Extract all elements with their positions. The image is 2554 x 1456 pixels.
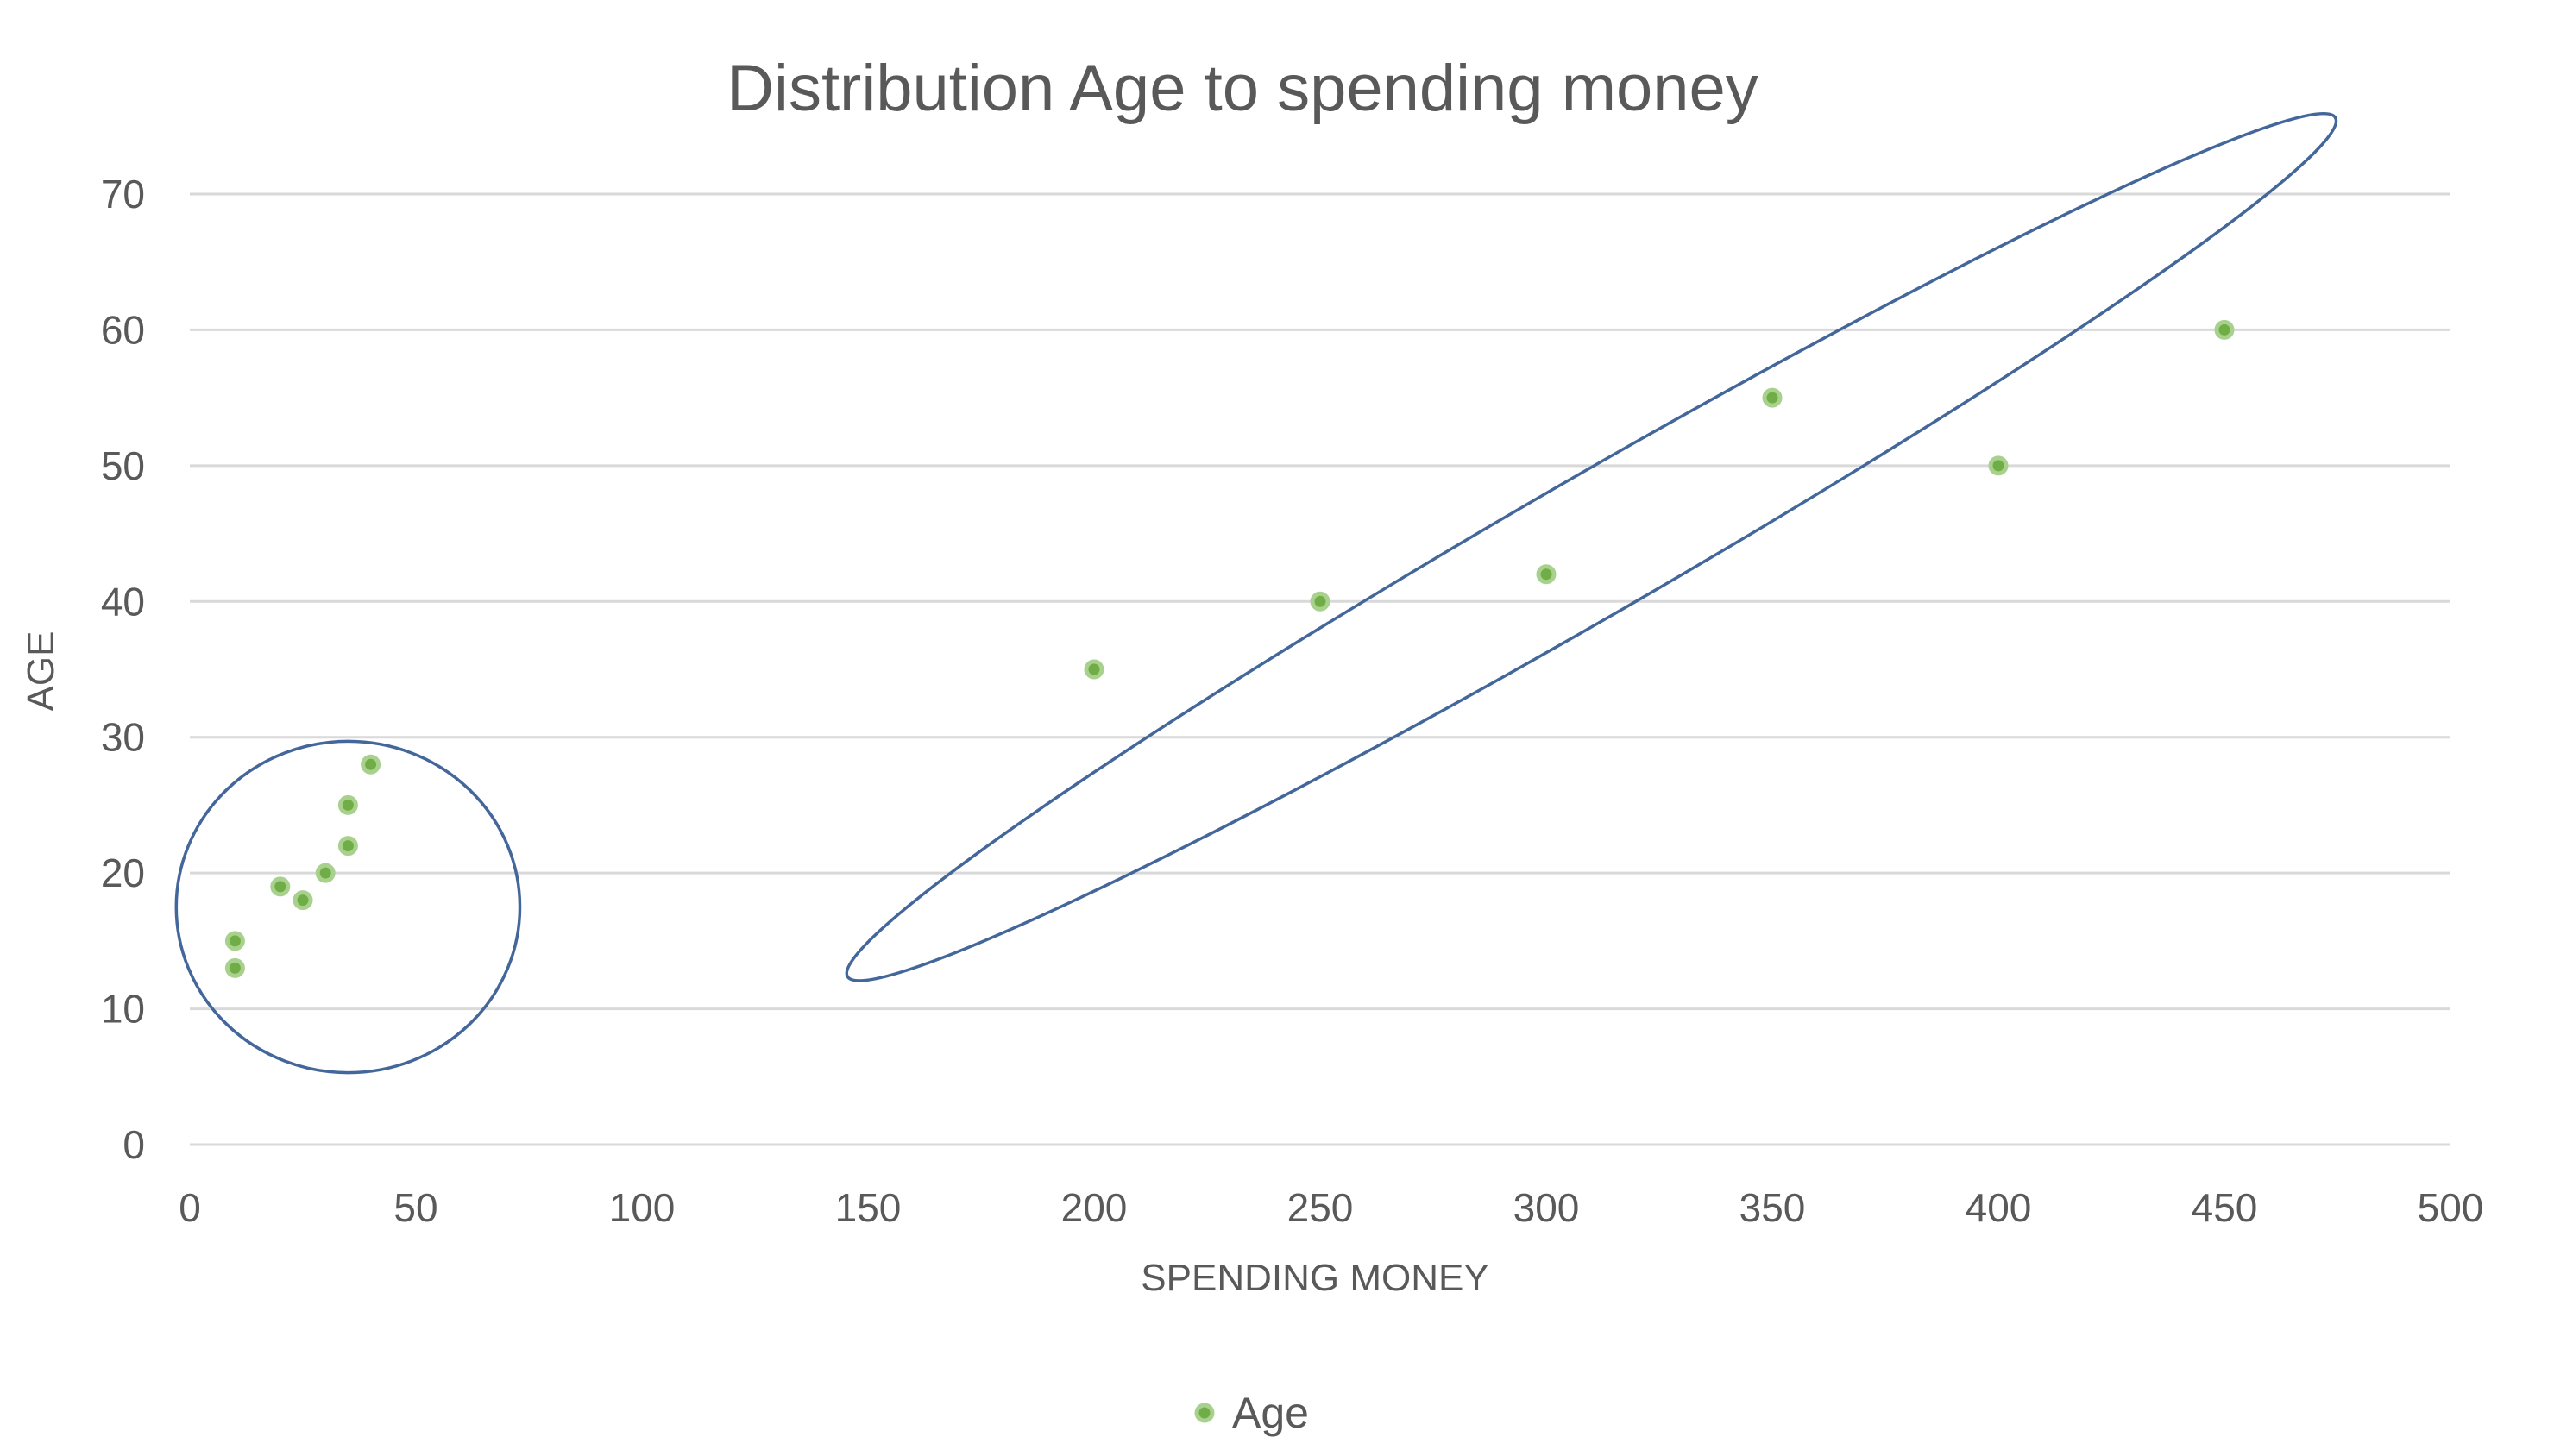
data-points [224,319,2235,978]
y-tick-label: 10 [101,987,145,1032]
data-point [2214,319,2235,340]
x-tick-label: 150 [835,1185,902,1230]
data-point [1536,564,1557,585]
y-tick-label: 0 [123,1122,145,1167]
data-point [315,863,336,883]
x-tick-label: 500 [2418,1185,2484,1230]
x-axis-ticks: 0 50 100 150 200 250 300 350 400 450 500 [179,1185,2483,1230]
y-tick-label: 30 [101,715,145,760]
legend-label: Age [1232,1389,1309,1437]
x-tick-label: 50 [393,1185,437,1230]
x-tick-label: 100 [609,1185,676,1230]
data-point [1988,455,2009,476]
y-axis-ticks: 0 10 20 30 40 50 60 70 [101,172,145,1167]
x-tick-label: 0 [179,1185,201,1230]
y-axis-label: AGE [20,631,62,712]
data-point [337,794,358,815]
y-tick-label: 40 [101,579,145,624]
x-tick-label: 300 [1513,1185,1580,1230]
legend: Age [1194,1389,1309,1437]
data-point [1310,591,1330,612]
cluster-ellipse [845,111,2338,982]
chart-title: Distribution Age to spending money [727,52,1758,125]
data-point [224,957,245,978]
data-point [270,876,291,897]
legend-marker [1194,1403,1215,1423]
data-point [337,836,358,857]
y-tick-label: 70 [101,172,145,217]
y-tick-label: 50 [101,443,145,488]
y-tick-label: 20 [101,850,145,895]
data-point [293,890,313,911]
x-tick-label: 350 [1739,1185,1806,1230]
x-tick-label: 400 [1966,1185,2032,1230]
data-point [224,931,245,951]
data-point [1084,659,1104,680]
cluster-circle [174,739,522,1075]
annotation-shapes [174,111,2338,1075]
x-tick-label: 250 [1287,1185,1354,1230]
x-axis-label: SPENDING MONEY [1141,1257,1488,1299]
x-tick-label: 200 [1061,1185,1128,1230]
y-tick-label: 60 [101,307,145,352]
data-point [1762,387,1783,408]
x-tick-label: 450 [2192,1185,2258,1230]
data-point [361,754,381,775]
